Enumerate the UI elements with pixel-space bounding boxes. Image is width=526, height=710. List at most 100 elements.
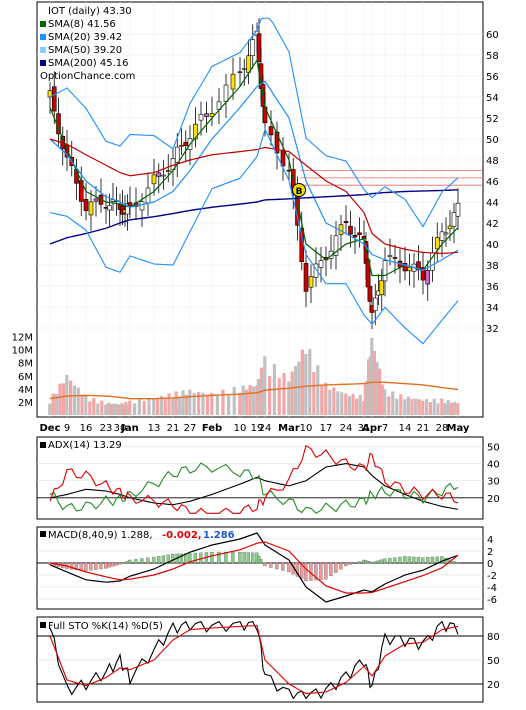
candle-body (84, 199, 88, 210)
price-tick-label: 48 (486, 156, 499, 167)
x-axis-label: 17 (320, 423, 333, 434)
volume-tick-label: 6M (18, 372, 33, 383)
x-axis-label: 7 (382, 423, 388, 434)
volume-bar (62, 383, 65, 415)
macd-histogram-bar (319, 563, 322, 580)
macd-histogram-bar (380, 560, 383, 563)
macd-tick-label: 2 (487, 547, 493, 558)
volume-bar (447, 400, 450, 415)
candle-body (52, 87, 56, 111)
volume-tick-label: 8M (18, 359, 33, 370)
volume-bar (312, 372, 315, 415)
price-tick-label: 52 (486, 114, 499, 125)
volume-bar (152, 399, 155, 415)
volume-bar (456, 403, 459, 415)
candle-body (199, 114, 203, 120)
sto-tick-label: 20 (487, 680, 500, 691)
volume-bar (110, 404, 113, 415)
candle-body (353, 235, 357, 237)
macd-histogram-bar (238, 552, 241, 563)
volume-bar (178, 398, 181, 415)
volume-bar (238, 393, 241, 415)
volume-bar (287, 381, 290, 415)
candle-body (452, 212, 456, 226)
macd-histogram-bar (247, 553, 250, 564)
volume-bar (387, 396, 390, 415)
legend-sma50: SMA(50) 39.20 (48, 45, 122, 56)
volume-bar (291, 372, 294, 415)
volume-bar (113, 404, 116, 415)
volume-bar (436, 403, 439, 415)
macd-histogram-bar (115, 563, 118, 565)
macd-histogram-bar (231, 552, 234, 563)
volume-bar (395, 399, 398, 415)
volume-bar (175, 391, 178, 415)
macd-histogram-bar (431, 557, 434, 563)
macd-histogram-bar (224, 552, 227, 563)
volume-bar (294, 366, 297, 415)
price-tick-label: 42 (486, 219, 499, 230)
macd-tick-label: 0 (487, 559, 493, 570)
macd-histogram-bar (275, 563, 278, 569)
volume-bar (147, 398, 150, 415)
volume-bar (73, 385, 76, 415)
volume-bar (429, 402, 432, 415)
macd-histogram-bar (334, 563, 337, 573)
volume-bar (58, 384, 61, 415)
volume-bar (344, 394, 347, 415)
volume-bar (115, 404, 118, 415)
event-marker: B (293, 184, 306, 198)
volume-bar (359, 395, 362, 415)
sto-legend: Full STO %K(14) %D(5) (40, 621, 163, 632)
macd-histogram-bar (383, 559, 386, 563)
macd-histogram-bar (344, 563, 347, 566)
volume-bar (167, 393, 170, 415)
macd-title: MACD(8,40,9) 1.288, (48, 530, 153, 541)
volume-bar (450, 403, 453, 415)
volume-bar (65, 375, 68, 415)
candle-body (89, 202, 93, 215)
candle-body (373, 298, 377, 311)
candle-body (140, 202, 144, 210)
adx-tick-label: 40 (487, 460, 500, 471)
volume-bar (181, 390, 184, 415)
macd-histogram-bar (436, 557, 439, 563)
macd-histogram-bar (108, 563, 111, 567)
legend-sma20-swatch (40, 34, 46, 40)
volume-bar (248, 385, 251, 415)
adx-tick-label: 20 (487, 494, 500, 505)
volume-bar (320, 384, 323, 415)
volume-bar (69, 380, 72, 415)
x-axis-label: Dec (39, 423, 60, 434)
volume-bar (304, 354, 307, 415)
volume-bar (355, 399, 358, 415)
macd-histogram-bar (377, 561, 380, 563)
macd-histogram-bar (104, 563, 107, 568)
volume-bar (418, 399, 421, 415)
volume-bar (92, 398, 95, 415)
volume-bar (77, 387, 80, 415)
volume-tick-label: 12M (12, 333, 33, 344)
x-axis-label: 9 (64, 423, 70, 434)
volume-bar (263, 356, 266, 415)
price-tick-label: 36 (486, 282, 499, 293)
x-axis-label: 24 (259, 423, 272, 434)
macd-histogram-bar (111, 563, 114, 566)
volume-bar (433, 399, 436, 415)
candle-body (444, 233, 448, 234)
volume-tick-label: 10M (12, 346, 33, 357)
macd-histogram-bar (421, 558, 424, 563)
adx-legend-swatch (40, 442, 46, 448)
candle-body (205, 114, 209, 117)
macd-histogram-bar (412, 557, 415, 563)
volume-bar (391, 391, 394, 415)
volume-bar (96, 404, 99, 415)
candle-body (166, 171, 170, 172)
macd-histogram-bar (194, 553, 197, 563)
x-axis-label: Feb (202, 423, 222, 434)
macd-histogram-bar (287, 563, 290, 572)
x-axis-label: Jan (120, 423, 139, 434)
volume-bar (332, 387, 335, 415)
legend-sma8-swatch (40, 21, 46, 27)
sto-legend-swatch (40, 622, 46, 628)
